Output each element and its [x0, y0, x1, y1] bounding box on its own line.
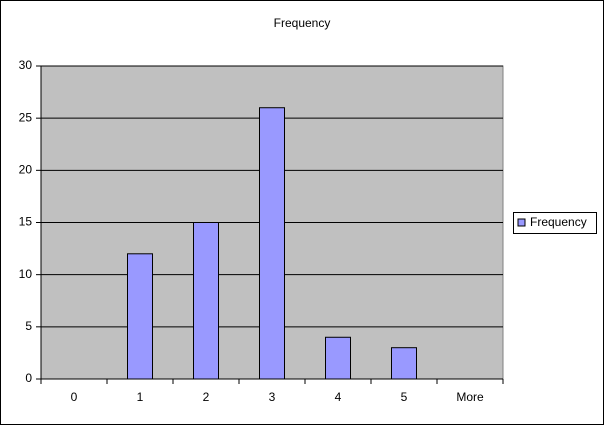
y-tick-label: 30: [19, 58, 33, 72]
bar: [391, 347, 417, 380]
bar: [193, 222, 219, 380]
x-tick-label: 1: [137, 390, 144, 404]
y-tick-label: 20: [19, 163, 33, 177]
chart-title: Frequency: [274, 16, 331, 30]
legend-box: [513, 212, 597, 234]
bar: [259, 107, 285, 380]
x-tick-label: 4: [335, 390, 342, 404]
legend-label: Frequency: [530, 215, 587, 229]
y-tick-label: 15: [19, 215, 33, 229]
x-tick-label: 5: [401, 390, 408, 404]
x-tick-label: 0: [71, 390, 78, 404]
y-tick-label: 5: [25, 319, 32, 333]
legend-swatch: [517, 218, 526, 227]
bar: [325, 336, 351, 380]
bar: [127, 253, 153, 380]
y-tick-label: 10: [19, 267, 33, 281]
x-tick-label: More: [456, 390, 484, 404]
y-tick-label: 25: [19, 110, 33, 124]
legend: [513, 212, 597, 234]
x-tick-label: 2: [203, 390, 210, 404]
y-tick-label: 0: [25, 371, 32, 385]
x-tick-label: 3: [269, 390, 276, 404]
